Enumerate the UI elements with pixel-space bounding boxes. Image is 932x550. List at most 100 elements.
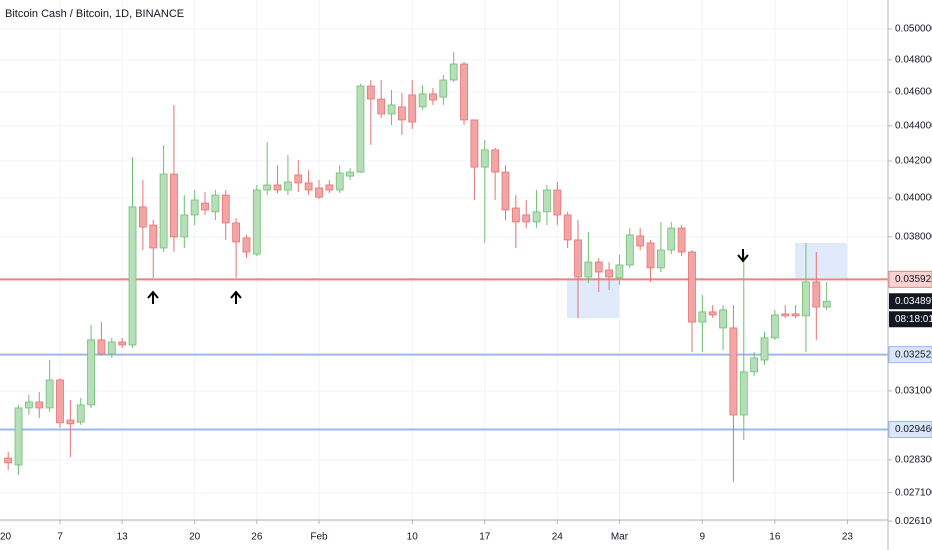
- candle-body: [491, 149, 500, 173]
- candle-body: [138, 206, 147, 228]
- candle-body: [418, 93, 427, 108]
- price-label-box: [889, 271, 932, 288]
- candle-body: [543, 189, 551, 213]
- candle-body: [511, 207, 520, 223]
- candle-body: [252, 189, 261, 255]
- x-tick-label: 17: [479, 532, 491, 543]
- candle-body: [553, 189, 562, 216]
- candle-body: [366, 85, 375, 100]
- candle-body: [739, 371, 748, 416]
- candle-body: [449, 63, 458, 81]
- candle-body: [656, 249, 665, 269]
- candle-body: [770, 314, 779, 339]
- candle-body: [522, 214, 531, 223]
- chart-title: Bitcoin Cash / Bitcoin, 1D, BINANCE: [5, 8, 184, 20]
- candle-body: [128, 206, 137, 346]
- candle-body: [781, 313, 790, 317]
- candle-body: [14, 407, 23, 466]
- candle-body: [698, 311, 707, 323]
- candle-body: [460, 63, 468, 121]
- up-arrow: [147, 290, 159, 304]
- candle-body: [315, 187, 323, 198]
- candle-body: [45, 379, 54, 409]
- countdown-label: 08:18:01: [895, 314, 932, 325]
- candle-body: [625, 234, 634, 266]
- x-tick-label: 16: [769, 532, 781, 543]
- candle-body: [750, 357, 759, 373]
- price-label-box: [889, 346, 932, 363]
- candle-body: [4, 457, 13, 464]
- x-tick-label: 24: [552, 532, 564, 543]
- candle-body: [615, 264, 624, 279]
- x-tick-label: 20: [189, 532, 201, 543]
- y-tick-label: 0.026100: [895, 516, 932, 527]
- candle-body: [408, 94, 417, 123]
- candle-body: [480, 149, 489, 168]
- x-tick-label: 9: [700, 532, 706, 543]
- candle-body: [501, 171, 510, 211]
- candle-body: [605, 269, 613, 278]
- candle-body: [574, 239, 582, 278]
- candle-body: [190, 199, 199, 216]
- candle-body: [263, 184, 272, 191]
- last-price-label: 0.034897: [895, 296, 932, 307]
- candle-body: [584, 261, 593, 278]
- candle-body: [66, 419, 75, 425]
- candle-body: [273, 184, 282, 191]
- highlight-box: [567, 278, 619, 318]
- candles: [4, 51, 831, 482]
- candle-body: [118, 341, 127, 346]
- candle-body: [439, 79, 448, 98]
- candle-body: [201, 202, 209, 211]
- price-label: 0.035921: [895, 274, 932, 285]
- candle-body: [470, 119, 479, 168]
- candle-body: [667, 227, 676, 251]
- x-tick-label: 7: [57, 532, 63, 543]
- price-label: 0.032521: [895, 349, 932, 360]
- candle-body: [56, 379, 64, 424]
- up-arrow: [230, 290, 242, 304]
- countdown-box: [889, 311, 932, 328]
- candle-body: [729, 327, 738, 416]
- candle-body: [719, 309, 727, 329]
- candle-body: [76, 404, 85, 423]
- candle-body: [170, 173, 178, 238]
- candle-body: [221, 194, 230, 224]
- x-tick-label: 20: [0, 532, 12, 543]
- candle-body: [97, 339, 106, 355]
- price-label-border: [888, 346, 932, 364]
- candle-body: [346, 171, 354, 177]
- candle-body: [294, 174, 303, 184]
- candle-body: [397, 106, 406, 121]
- candle-body: [159, 173, 168, 249]
- x-tick-label: Mar: [611, 532, 629, 543]
- candle-body: [284, 181, 292, 191]
- candle-body: [429, 93, 437, 101]
- candle-body: [356, 85, 365, 173]
- price-label-border: [888, 270, 932, 288]
- candle-body: [211, 194, 220, 213]
- x-tick-label: Feb: [310, 532, 328, 543]
- candle-body: [232, 222, 241, 243]
- candle-body: [325, 184, 334, 191]
- candle-body: [387, 104, 396, 115]
- candle-body: [242, 237, 251, 253]
- candle-body: [636, 235, 645, 247]
- candle-body: [802, 281, 810, 317]
- candle-body: [812, 281, 821, 308]
- candle-body: [149, 224, 158, 249]
- candle-body: [25, 401, 33, 409]
- x-tick-label: 26: [251, 532, 263, 543]
- candle-body: [532, 211, 541, 223]
